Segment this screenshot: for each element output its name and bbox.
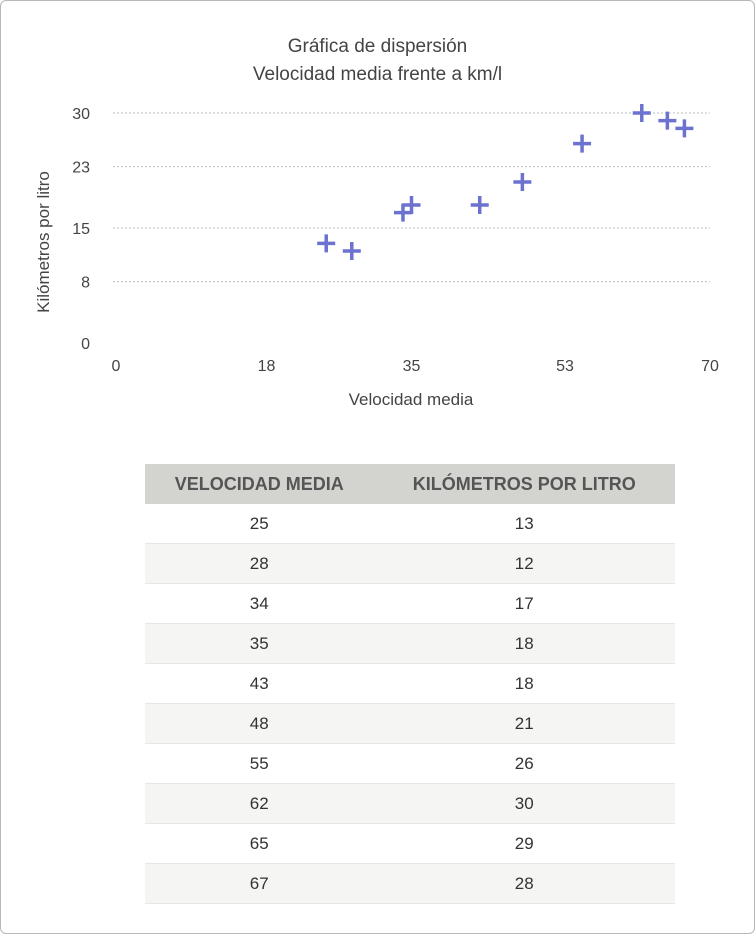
y-axis-label: Kilómetros por litro	[34, 171, 53, 313]
y-tick-label: 0	[81, 336, 90, 353]
data-point-plus-marker	[632, 104, 651, 122]
table-row: 67 28	[145, 863, 675, 904]
table-row: 43 18	[145, 663, 675, 704]
cell-kml: 18	[373, 623, 675, 664]
data-point-plus-marker	[513, 173, 532, 191]
scatter-chart: 0 8 15 23 30 0 18 35 53 70 Velocidad media Kilómetr…	[34, 104, 719, 409]
data-point-plus-marker	[402, 196, 421, 214]
x-axis-label: Velocidad media	[349, 390, 474, 409]
data-table: VELOCIDAD MEDIA KILÓMETROS POR LITRO 25 1…	[145, 464, 675, 904]
cell-speed: 55	[145, 743, 374, 784]
chart-subtitle: Velocidad media frente a km/l	[252, 64, 503, 85]
data-point-plus-marker	[470, 196, 489, 214]
cell-speed: 34	[145, 583, 374, 624]
x-tick-label: 53	[556, 358, 574, 375]
cell-kml: 21	[373, 703, 675, 744]
table-row: 55 26	[145, 743, 675, 784]
cell-speed: 43	[145, 663, 374, 704]
cell-kml: 29	[373, 823, 675, 864]
cell-kml: 18	[373, 663, 675, 704]
chart-title: Gráfica de dispersión	[287, 36, 468, 57]
data-point-plus-marker	[658, 111, 677, 130]
data-point-plus-marker	[317, 234, 336, 253]
data-point-plus-marker	[342, 242, 361, 260]
y-tick-label: 8	[81, 275, 90, 292]
table-row: 35 18	[145, 623, 675, 664]
y-tick-label: 23	[72, 160, 90, 177]
table-row: 48 21	[145, 703, 675, 744]
cell-kml: 26	[373, 743, 675, 784]
cell-kml: 13	[373, 504, 675, 544]
data-point-plus-marker	[675, 119, 694, 138]
y-tick-label: 15	[72, 221, 90, 238]
table-row: 25 13	[145, 504, 675, 544]
x-tick-label: 0	[112, 358, 121, 375]
data-point-plus-marker	[573, 134, 592, 153]
table-row: 28 12	[145, 543, 675, 584]
cell-kml: 28	[373, 863, 675, 904]
column-header-speed: VELOCIDAD MEDIA	[145, 464, 374, 504]
cell-speed: 25	[145, 504, 374, 544]
cell-speed: 35	[145, 623, 374, 664]
x-tick-label: 18	[258, 358, 276, 375]
cell-kml: 17	[373, 583, 675, 624]
table-row: 62 30	[145, 783, 675, 824]
column-header-kml: KILÓMETROS POR LITRO	[373, 464, 675, 504]
table-row: 65 29	[145, 823, 675, 864]
cell-speed: 67	[145, 863, 374, 904]
cell-speed: 48	[145, 703, 374, 744]
x-tick-label: 70	[701, 358, 719, 375]
table-row: 34 17	[145, 583, 675, 624]
cell-kml: 30	[373, 783, 675, 824]
cell-kml: 12	[373, 543, 675, 584]
cell-speed: 62	[145, 783, 374, 824]
y-tick-label: 30	[72, 106, 90, 123]
cell-speed: 65	[145, 823, 374, 864]
cell-speed: 28	[145, 543, 374, 584]
x-tick-label: 35	[403, 358, 421, 375]
